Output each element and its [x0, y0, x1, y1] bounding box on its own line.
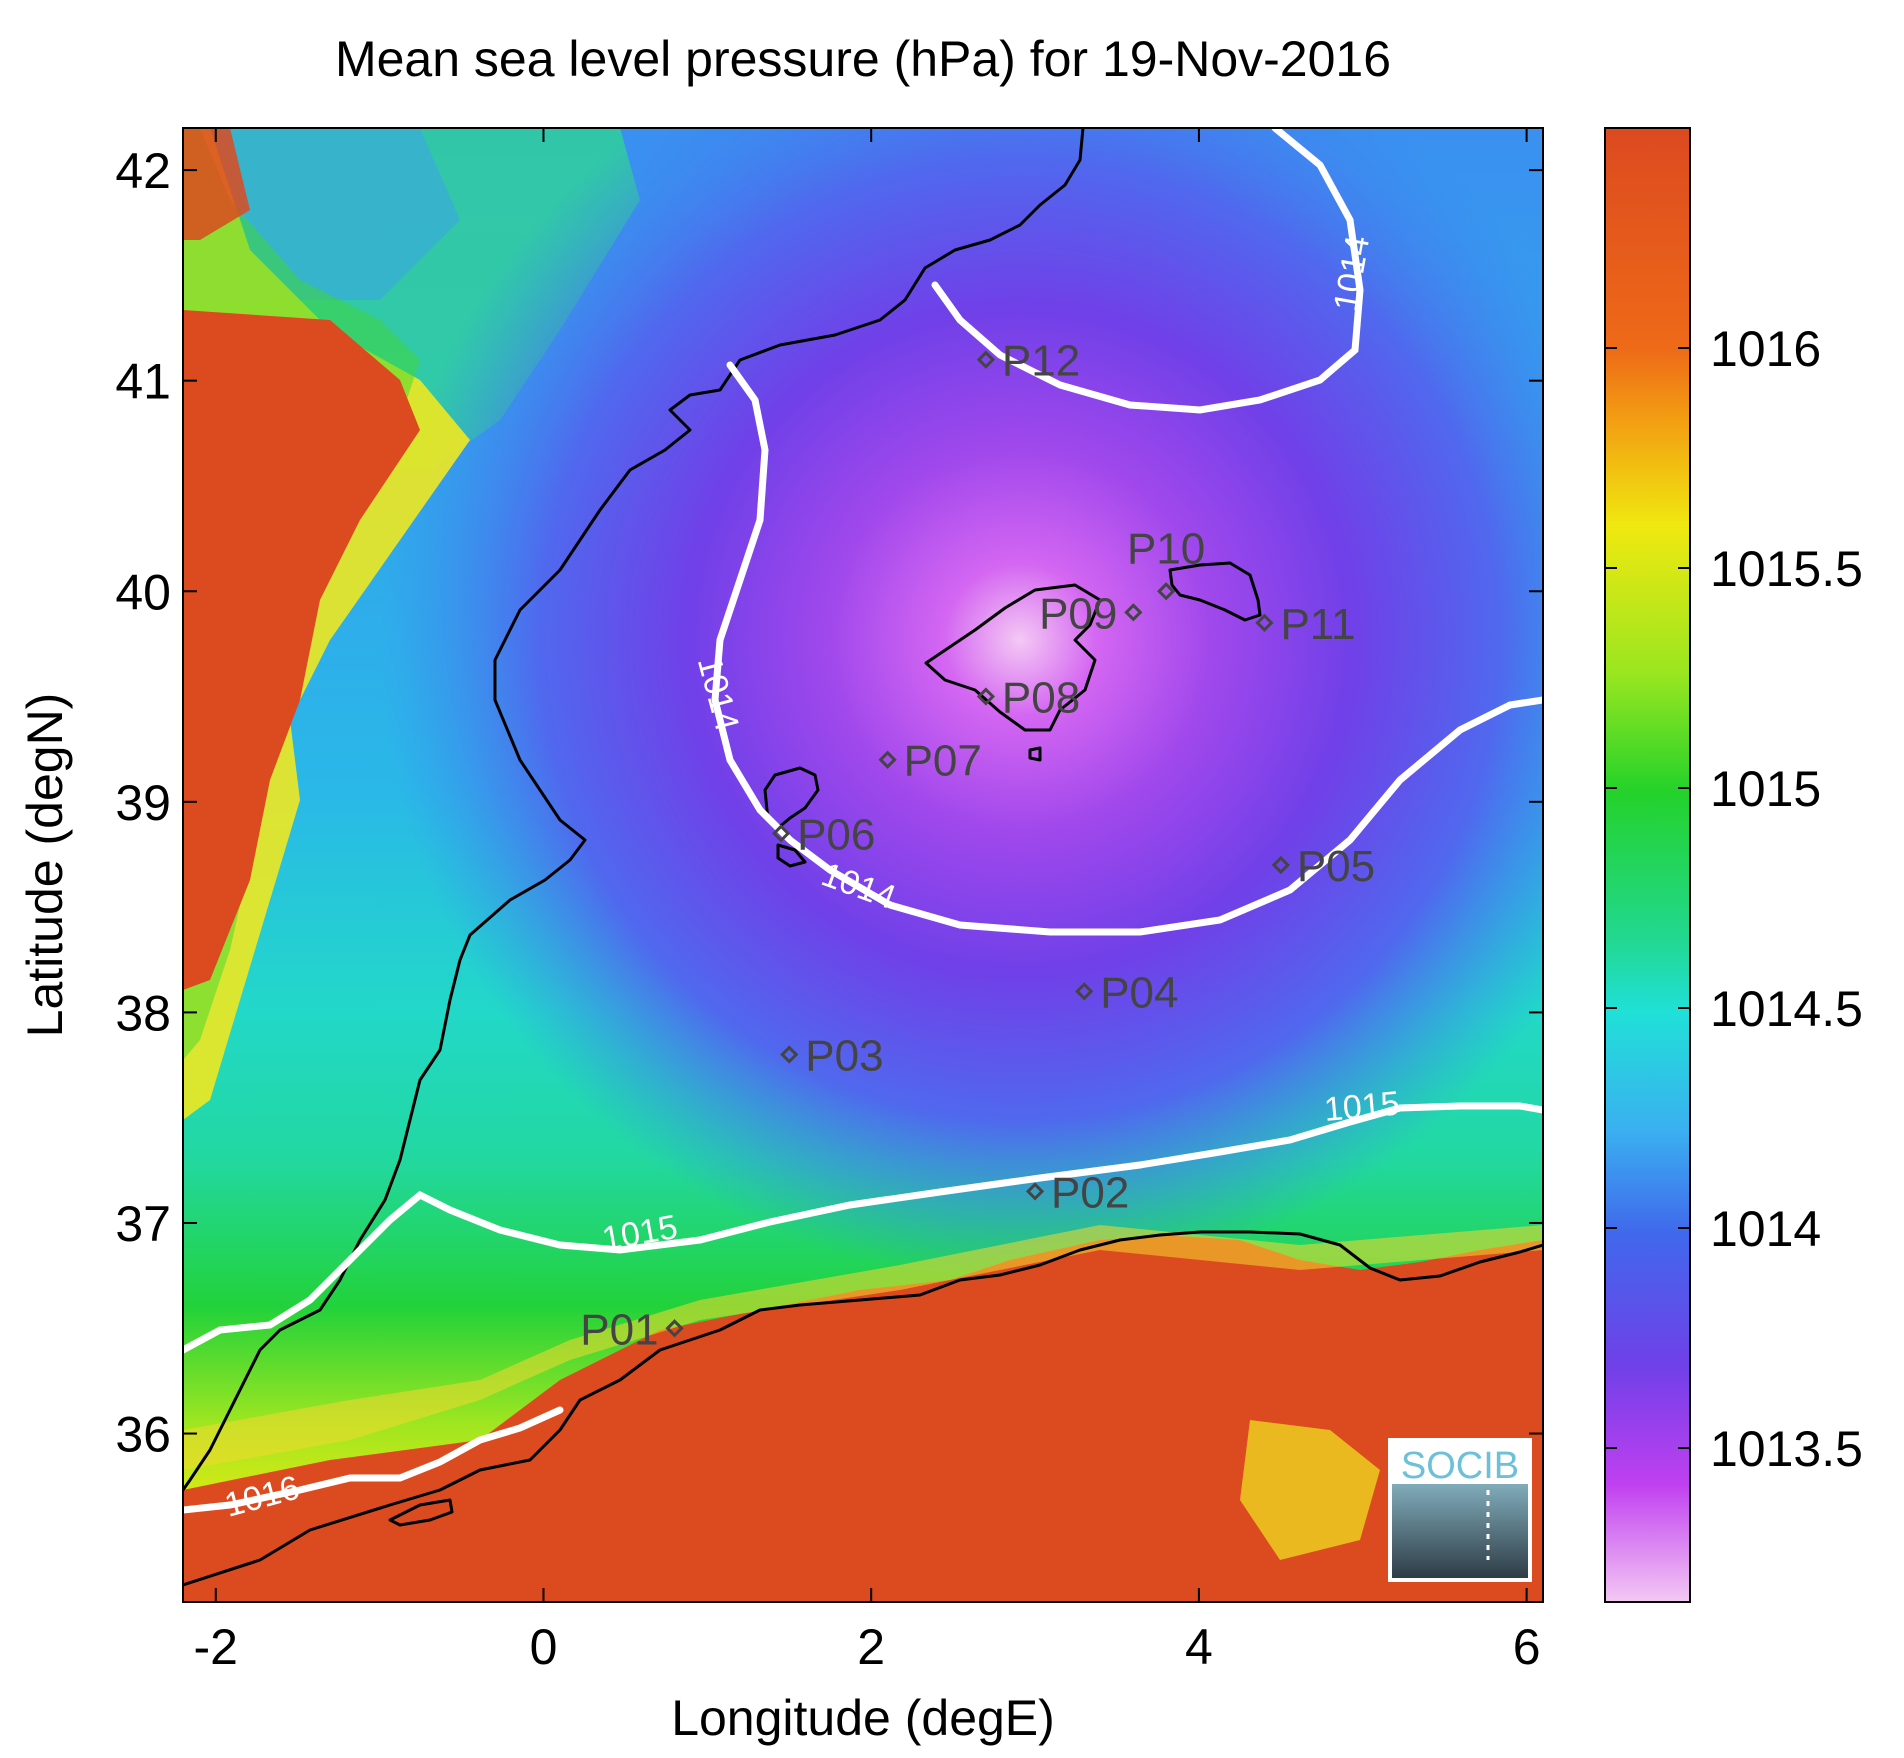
isobars [183, 128, 1543, 1514]
x-axis-ticks: -2 0 2 4 6 [194, 128, 1541, 1675]
y-tick-label: 42 [115, 143, 171, 199]
colorbar-tick-label: 1015 [1710, 761, 1821, 817]
station-label: P04 [1100, 968, 1178, 1017]
colorbar-tick-label: 1015.5 [1710, 541, 1863, 597]
colorbar-ticks: 1016 1015.5 1015 1014.5 1014 1013.5 [1605, 321, 1863, 1477]
colorbar-tick-label: 1013.5 [1710, 1421, 1863, 1477]
colorbar-tick-label: 1014.5 [1710, 981, 1863, 1037]
colorbar-tick-label: 1014 [1710, 1201, 1821, 1257]
station-marker [665, 1319, 684, 1338]
station-marker [1075, 982, 1094, 1001]
cabrera-coastline [1028, 746, 1042, 762]
formentera-coastline [776, 843, 807, 868]
station-label: P01 [580, 1305, 658, 1354]
station-label: P11 [1280, 600, 1355, 649]
x-tick-label: 2 [857, 1619, 885, 1675]
station-marker [1124, 603, 1143, 622]
colorbar-tick-label: 1016 [1710, 321, 1821, 377]
alboran-island-coastline [388, 1498, 454, 1527]
colorbar-scale [1604, 127, 1691, 1603]
coastlines [183, 128, 1543, 1587]
station-marker [771, 824, 791, 843]
isobar-1015 [183, 1102, 1543, 1354]
station-label: P06 [797, 810, 875, 859]
y-tick-label: 41 [115, 354, 171, 410]
isobar-1014-south [711, 361, 1543, 936]
station-label: P08 [1002, 674, 1080, 723]
logo-header [1392, 1442, 1528, 1484]
station-marker [1255, 613, 1274, 632]
x-tick-label: 6 [1513, 1619, 1541, 1675]
iberia-high-zone [183, 310, 420, 990]
colorbar: 1016 1015.5 1015 1014.5 1014 1013.5 [1604, 127, 1863, 1603]
station-label: P09 [1039, 589, 1117, 638]
mallorca-coastline [924, 583, 1102, 732]
station-label: P12 [1002, 337, 1080, 386]
logo-text: SOCIB [1401, 1445, 1519, 1487]
africa-yellow-band [183, 1225, 1543, 1470]
x-tick-label: -2 [194, 1619, 238, 1675]
station-label: P05 [1297, 842, 1375, 891]
y-tick-label: 37 [115, 1196, 171, 1252]
x-tick-label: 4 [1185, 1619, 1213, 1675]
isobar-1014-north [931, 128, 1364, 414]
chart-title: Mean sea level pressure (hPa) for 19-Nov… [335, 31, 1391, 87]
x-tick-label: 0 [530, 1619, 558, 1675]
africa-yellow-patch [1240, 1420, 1380, 1560]
station-marker [780, 1045, 799, 1064]
station-marker [976, 350, 996, 369]
station-label: P07 [904, 737, 982, 786]
plot-frame [182, 127, 1544, 1603]
iberia-coastline [183, 128, 1085, 1491]
menorca-coastline [1168, 561, 1262, 622]
y-tick-label: 38 [115, 985, 171, 1041]
x-axis-label: Longitude (degE) [671, 1690, 1055, 1746]
y-tick-label: 36 [115, 1407, 171, 1463]
socib-logo: SOCIB [1388, 1438, 1532, 1582]
station-marker [976, 687, 996, 706]
y-axis-ticks: 42 41 40 39 38 37 36 [115, 143, 1543, 1463]
station-marker [878, 750, 897, 769]
station-label: P10 [1127, 524, 1205, 573]
isobar-1016 [183, 1406, 564, 1514]
pyrenees-high-zone [183, 128, 250, 240]
africa-high-zone [183, 1235, 1543, 1602]
station-marker [1271, 855, 1290, 875]
station-marker [1025, 1182, 1045, 1201]
y-tick-label: 39 [115, 775, 171, 831]
y-axis-label: Latitude (degN) [17, 693, 73, 1038]
station-marker [1157, 582, 1176, 601]
y-tick-label: 40 [115, 564, 171, 620]
africa-coastline [183, 1230, 1543, 1587]
station-label: P03 [805, 1032, 883, 1081]
isobar-label: 1015 [1322, 1085, 1401, 1129]
station-label: P02 [1051, 1168, 1129, 1217]
